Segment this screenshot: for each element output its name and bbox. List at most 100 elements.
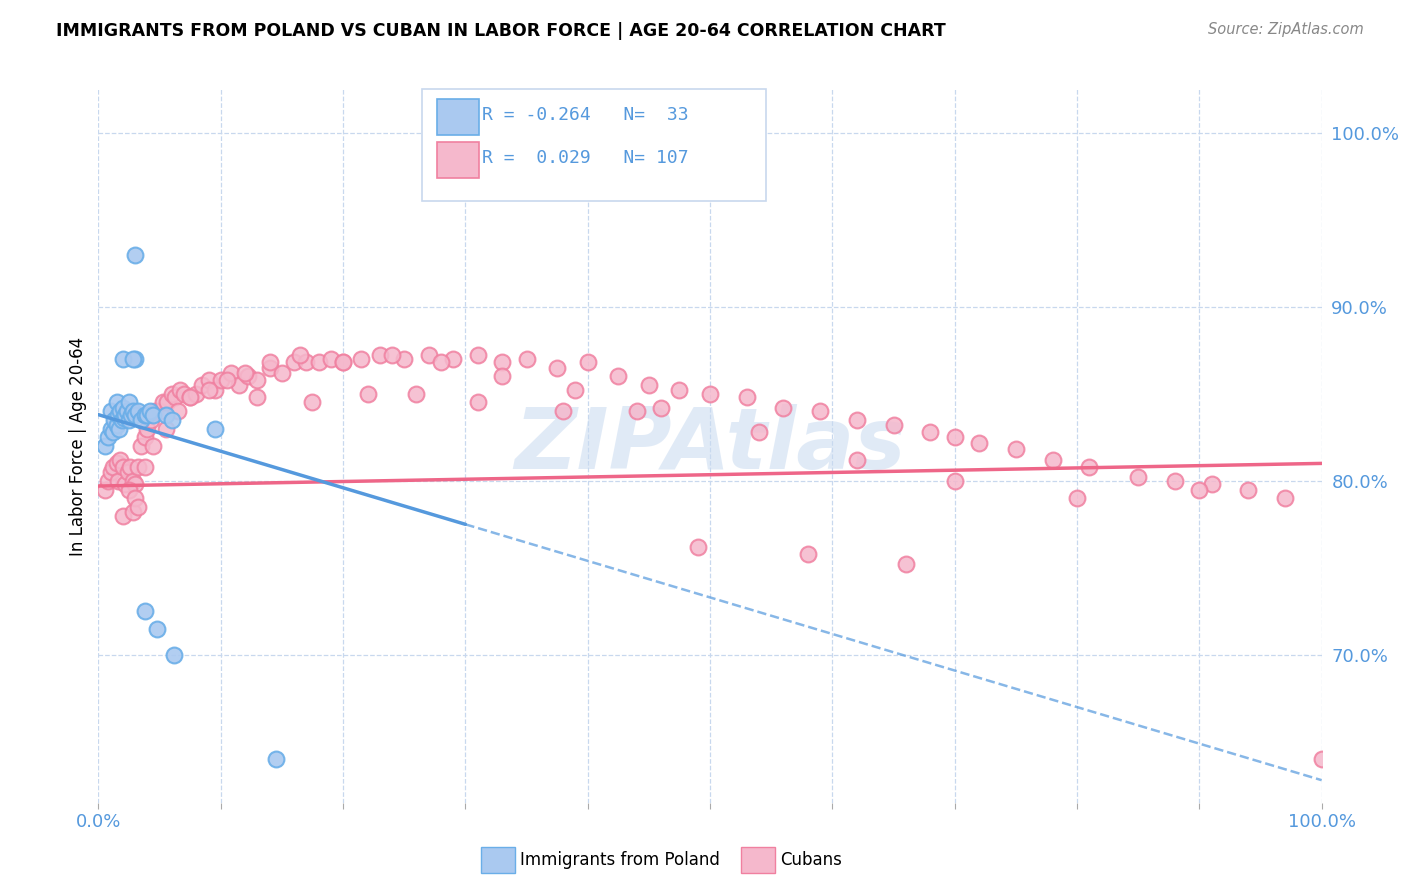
Point bbox=[93, 439, 115, 453]
Point bbox=[1042, 453, 1064, 467]
Point bbox=[748, 425, 770, 439]
Point bbox=[894, 558, 917, 572]
Point bbox=[179, 390, 201, 404]
Y-axis label: In Labor Force | Age 20-64: In Labor Force | Age 20-64 bbox=[69, 336, 87, 556]
Point bbox=[167, 404, 190, 418]
Point bbox=[332, 355, 354, 369]
Point bbox=[1237, 483, 1260, 497]
Point bbox=[100, 421, 122, 435]
Point bbox=[105, 395, 128, 409]
Point bbox=[576, 355, 599, 369]
Point bbox=[1078, 459, 1101, 474]
Point bbox=[219, 366, 242, 380]
Point bbox=[117, 465, 139, 479]
Point bbox=[405, 386, 427, 401]
Point bbox=[186, 386, 208, 401]
Point bbox=[93, 483, 115, 497]
Point bbox=[209, 373, 232, 387]
Point bbox=[143, 404, 166, 418]
Point bbox=[1201, 477, 1223, 491]
Point bbox=[920, 425, 942, 439]
Point bbox=[124, 351, 146, 366]
Point bbox=[228, 378, 250, 392]
Point bbox=[808, 404, 831, 418]
Point bbox=[381, 349, 404, 363]
Point bbox=[264, 752, 287, 766]
Point bbox=[943, 430, 966, 444]
Point bbox=[392, 351, 416, 366]
Point bbox=[191, 378, 214, 392]
Point bbox=[105, 457, 128, 471]
Point bbox=[127, 404, 149, 418]
Point bbox=[845, 453, 868, 467]
Point bbox=[139, 404, 162, 418]
Point bbox=[121, 351, 143, 366]
Point bbox=[650, 401, 672, 415]
Point bbox=[204, 421, 226, 435]
Point bbox=[129, 413, 152, 427]
Point bbox=[110, 404, 132, 418]
Text: R = -0.264   N=  33: R = -0.264 N= 33 bbox=[482, 106, 689, 124]
Point bbox=[515, 351, 537, 366]
Point bbox=[103, 413, 125, 427]
Point bbox=[430, 355, 453, 369]
Point bbox=[295, 355, 318, 369]
Point bbox=[111, 401, 134, 415]
Point bbox=[699, 386, 721, 401]
Point bbox=[152, 395, 174, 409]
Point bbox=[155, 408, 177, 422]
Point bbox=[118, 483, 141, 497]
Point bbox=[491, 369, 513, 384]
Point bbox=[233, 366, 256, 380]
Point bbox=[136, 408, 159, 422]
Point bbox=[246, 390, 269, 404]
Point bbox=[160, 386, 183, 401]
Point bbox=[100, 404, 122, 418]
Point bbox=[441, 351, 464, 366]
Point bbox=[169, 384, 191, 398]
Point bbox=[127, 459, 149, 474]
Point bbox=[118, 395, 141, 409]
Point bbox=[111, 413, 134, 427]
Point bbox=[259, 355, 281, 369]
Point bbox=[120, 408, 142, 422]
Point bbox=[107, 408, 129, 422]
Point bbox=[139, 413, 162, 427]
Point bbox=[179, 390, 201, 404]
Point bbox=[215, 373, 238, 387]
Point bbox=[134, 408, 156, 422]
Point bbox=[111, 351, 134, 366]
Text: IMMIGRANTS FROM POLAND VS CUBAN IN LABOR FORCE | AGE 20-64 CORRELATION CHART: IMMIGRANTS FROM POLAND VS CUBAN IN LABOR… bbox=[56, 22, 946, 40]
Point bbox=[546, 360, 568, 375]
Point bbox=[114, 477, 136, 491]
Point bbox=[1188, 483, 1211, 497]
Point bbox=[259, 360, 281, 375]
Point bbox=[967, 435, 990, 450]
Point bbox=[467, 395, 489, 409]
Point bbox=[467, 349, 489, 363]
Point bbox=[1164, 474, 1187, 488]
Point bbox=[142, 408, 165, 422]
Point bbox=[97, 474, 120, 488]
Point bbox=[101, 425, 124, 439]
Point bbox=[110, 453, 132, 467]
Point bbox=[686, 540, 709, 554]
Point bbox=[112, 411, 135, 425]
Point bbox=[121, 474, 143, 488]
Point bbox=[97, 430, 120, 444]
Point bbox=[101, 459, 124, 474]
Point bbox=[943, 474, 966, 488]
Point bbox=[134, 459, 156, 474]
Point bbox=[136, 421, 159, 435]
Point bbox=[146, 622, 169, 636]
Point bbox=[1004, 442, 1026, 457]
Point bbox=[772, 401, 794, 415]
Point bbox=[638, 378, 661, 392]
Point bbox=[160, 413, 183, 427]
Point bbox=[197, 373, 219, 387]
Point bbox=[204, 384, 226, 398]
Point bbox=[564, 384, 586, 398]
Point bbox=[155, 421, 177, 435]
Point bbox=[142, 439, 165, 453]
Point bbox=[350, 351, 373, 366]
